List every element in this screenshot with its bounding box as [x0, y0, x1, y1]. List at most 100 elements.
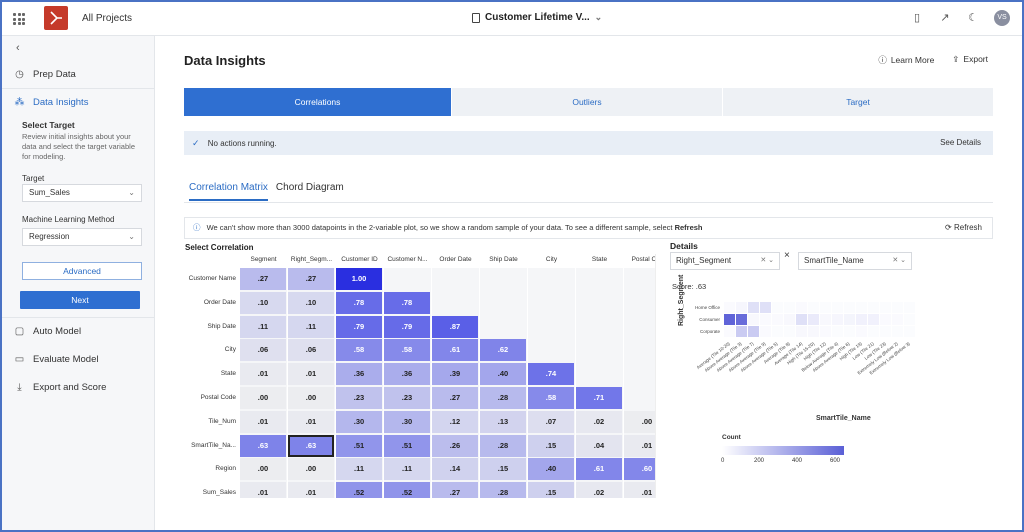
matrix-cell[interactable]: .00: [624, 410, 655, 433]
matrix-cell[interactable]: .27: [240, 268, 286, 290]
matrix-cell[interactable]: .51: [336, 434, 382, 457]
heatmap-cell[interactable]: [736, 302, 747, 313]
refresh-button[interactable]: ⟳ Refresh: [945, 218, 982, 238]
project-title-dropdown[interactable]: Customer Lifetime V... ⌄: [472, 12, 602, 23]
matrix-cell[interactable]: .28: [480, 387, 526, 409]
variable-1-select[interactable]: Right_Segment ✕ ⌄: [670, 252, 780, 270]
matrix-cell[interactable]: .63: [240, 434, 286, 457]
heatmap-cell[interactable]: [760, 326, 771, 337]
see-details-link[interactable]: See Details: [940, 138, 981, 147]
target-select[interactable]: Sum_Sales ⌄: [22, 184, 142, 202]
matrix-cell[interactable]: .10: [288, 291, 334, 314]
heatmap-cell[interactable]: [784, 314, 795, 325]
advanced-button[interactable]: Advanced: [22, 262, 142, 280]
heatmap-cell[interactable]: [772, 326, 783, 337]
variable-2-select[interactable]: SmartTile_Name ✕ ⌄: [798, 252, 912, 270]
heatmap-cell[interactable]: [784, 326, 795, 337]
matrix-cell[interactable]: .15: [480, 458, 526, 481]
matrix-cell[interactable]: .12: [432, 410, 478, 433]
matrix-cell[interactable]: .30: [336, 410, 382, 433]
matrix-cell[interactable]: .01: [240, 363, 286, 386]
matrix-cell[interactable]: .11: [288, 315, 334, 338]
matrix-cell[interactable]: .52: [336, 482, 382, 498]
heatmap-cell[interactable]: [724, 326, 735, 337]
matrix-cell[interactable]: .28: [480, 434, 526, 457]
matrix-cell[interactable]: .04: [576, 434, 622, 457]
heatmap-cell[interactable]: [760, 302, 771, 313]
tab-outliers[interactable]: Outliers: [452, 88, 723, 116]
collapse-chevron-icon[interactable]: ‹: [16, 42, 20, 54]
heatmap-cell[interactable]: [832, 326, 843, 337]
matrix-cell[interactable]: .02: [576, 482, 622, 498]
heatmap-cell[interactable]: [760, 314, 771, 325]
matrix-cell[interactable]: .01: [288, 410, 334, 433]
matrix-cell[interactable]: .01: [240, 410, 286, 433]
heatmap-cell[interactable]: [856, 326, 867, 337]
matrix-cell[interactable]: .01: [288, 363, 334, 386]
heatmap-cell[interactable]: [832, 302, 843, 313]
matrix-cell[interactable]: .58: [528, 387, 574, 409]
heatmap-cell[interactable]: [856, 302, 867, 313]
heatmap-cell[interactable]: [868, 314, 879, 325]
heatmap-cell[interactable]: [820, 326, 831, 337]
app-grid-icon[interactable]: [13, 13, 25, 25]
matrix-cell[interactable]: .01: [624, 482, 655, 498]
matrix-cell[interactable]: .78: [336, 291, 382, 314]
matrix-cell[interactable]: .07: [528, 410, 574, 433]
subtab-correlation-matrix[interactable]: Correlation Matrix: [189, 182, 268, 201]
heatmap-cell[interactable]: [844, 302, 855, 313]
heatmap-cell[interactable]: [892, 314, 903, 325]
heatmap-cell[interactable]: [892, 326, 903, 337]
matrix-cell[interactable]: .11: [336, 458, 382, 481]
matrix-cell[interactable]: .51: [384, 434, 430, 457]
matrix-cell[interactable]: .79: [336, 315, 382, 338]
heatmap-cell[interactable]: [724, 314, 735, 325]
heatmap-cell[interactable]: [772, 302, 783, 313]
heatmap-cell[interactable]: [880, 326, 891, 337]
matrix-cell[interactable]: .27: [432, 387, 478, 409]
heatmap-cell[interactable]: [748, 302, 759, 313]
tab-target[interactable]: Target: [846, 97, 870, 107]
matrix-cell[interactable]: .00: [288, 387, 334, 409]
matrix-cell[interactable]: .61: [432, 339, 478, 362]
next-button[interactable]: Next: [20, 291, 140, 309]
learn-more-link[interactable]: ⓘ Learn More: [878, 54, 934, 66]
matrix-cell[interactable]: .27: [432, 482, 478, 498]
heatmap-cell[interactable]: [904, 326, 915, 337]
avatar[interactable]: VS: [994, 10, 1010, 26]
heatmap-cell[interactable]: [880, 314, 891, 325]
heatmap-cell[interactable]: [832, 314, 843, 325]
sidebar-item-prep-data[interactable]: ◷ Prep Data: [2, 60, 155, 88]
matrix-cell[interactable]: 1.00: [336, 268, 382, 290]
heatmap-cell[interactable]: [748, 314, 759, 325]
heatmap-cell[interactable]: [736, 326, 747, 337]
matrix-cell[interactable]: .26: [432, 434, 478, 457]
heatmap-cell[interactable]: [772, 314, 783, 325]
heatmap-cell[interactable]: [736, 314, 747, 325]
matrix-cell[interactable]: .40: [480, 363, 526, 386]
heatmap-cell[interactable]: [904, 314, 915, 325]
matrix-cell[interactable]: .87: [432, 315, 478, 338]
rocket-icon[interactable]: ↗: [940, 12, 950, 24]
sidebar-item-auto-model[interactable]: ▢ Auto Model: [2, 317, 155, 345]
matrix-cell[interactable]: .01: [288, 482, 334, 498]
heatmap-cell[interactable]: [808, 302, 819, 313]
matrix-cell[interactable]: .11: [384, 458, 430, 481]
matrix-cell[interactable]: .28: [480, 482, 526, 498]
matrix-cell[interactable]: .01: [240, 482, 286, 498]
heatmap-cell[interactable]: [748, 326, 759, 337]
matrix-cell[interactable]: .62: [480, 339, 526, 362]
matrix-cell[interactable]: .36: [384, 363, 430, 386]
tab-correlations[interactable]: Correlations: [184, 88, 452, 116]
matrix-cell[interactable]: .71: [576, 387, 622, 409]
heatmap-cell[interactable]: [868, 326, 879, 337]
matrix-cell[interactable]: .79: [384, 315, 430, 338]
matrix-cell[interactable]: .52: [384, 482, 430, 498]
book-icon[interactable]: ▯: [913, 12, 921, 24]
heatmap-cell[interactable]: [868, 302, 879, 313]
heatmap-cell[interactable]: [784, 302, 795, 313]
matrix-cell[interactable]: .58: [384, 339, 430, 362]
heatmap-cell[interactable]: [808, 314, 819, 325]
all-projects-link[interactable]: All Projects: [82, 13, 133, 24]
matrix-cell[interactable]: .74: [528, 363, 574, 386]
